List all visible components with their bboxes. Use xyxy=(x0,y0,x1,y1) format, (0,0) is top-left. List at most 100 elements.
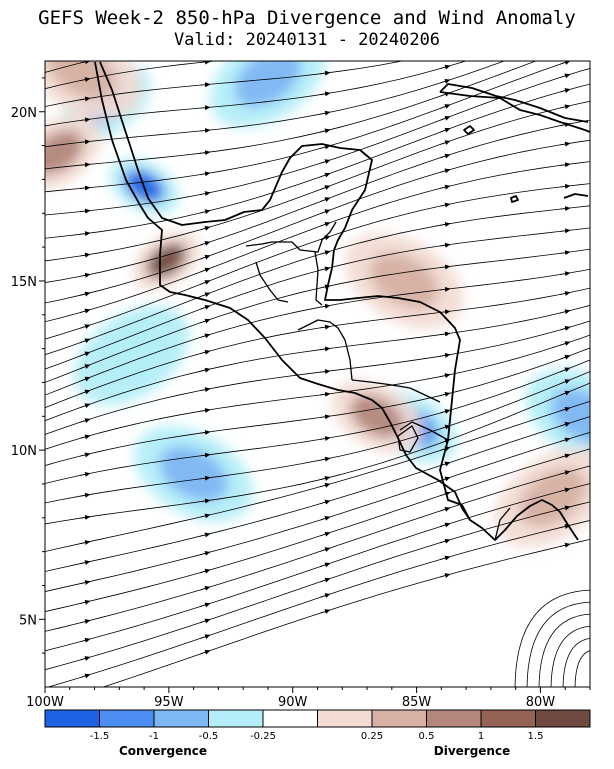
streamline xyxy=(45,304,590,422)
streamline-arrow xyxy=(559,367,571,373)
lat-tick-label: 20N xyxy=(11,106,37,121)
streamline-arrow xyxy=(79,471,91,477)
colorbar-swatch xyxy=(371,709,427,728)
colorbar-tick-label: 0.25 xyxy=(361,731,383,742)
streamline-arrow xyxy=(319,482,331,488)
streamline-arrow xyxy=(559,228,571,234)
colorbar-tick-label: 1.5 xyxy=(528,731,544,742)
streamline-arrow xyxy=(559,437,571,443)
streamline-arrow xyxy=(319,346,331,352)
streamline-arrow xyxy=(319,221,331,227)
streamline-arrow xyxy=(559,453,571,459)
streamline-arrow xyxy=(559,162,571,168)
streamline-arrow xyxy=(199,61,211,65)
lon-tick-label: 95W xyxy=(154,695,184,710)
streamline-arrow xyxy=(200,19,210,21)
streamline-arrow xyxy=(79,376,91,382)
streamline-swirl xyxy=(562,638,590,687)
streamline-arrow xyxy=(79,452,91,458)
streamline-arrow xyxy=(559,88,571,94)
streamline-arrow xyxy=(319,172,331,178)
streamline xyxy=(45,382,590,525)
streamline-arrow xyxy=(319,609,331,614)
colorbar-swatch xyxy=(317,709,373,728)
streamline-arrow xyxy=(79,77,91,83)
streamline-arrow xyxy=(199,367,211,373)
streamline-arrow xyxy=(439,202,451,208)
streamline-arrow xyxy=(199,475,211,481)
streamline-arrow xyxy=(199,634,211,640)
streamline-arrow xyxy=(319,266,331,272)
lat-tick-label: 10N xyxy=(11,444,37,459)
convergence-anomaly-core xyxy=(98,326,166,385)
colorbar-swatch xyxy=(480,709,536,728)
streamline-arrow xyxy=(559,206,571,212)
streamline-arrow xyxy=(319,499,331,505)
divergence-anomaly-core xyxy=(369,253,439,309)
streamline-arrow xyxy=(79,514,91,520)
streamline-arrow xyxy=(439,391,451,397)
streamline-swirl xyxy=(550,625,590,687)
streamline-arrow xyxy=(560,13,570,17)
streamline xyxy=(45,320,590,435)
lon-tick-label: 90W xyxy=(278,695,308,710)
divergence-anomaly-core xyxy=(519,468,587,527)
streamline-arrow xyxy=(439,476,451,482)
streamline-arrow xyxy=(79,492,91,498)
colorbar-swatch xyxy=(44,709,100,728)
streamline-arrow xyxy=(559,290,571,296)
streamline xyxy=(45,61,220,90)
streamline-arrow xyxy=(319,128,331,134)
streamline-arrow xyxy=(199,171,211,177)
streamline-arrow xyxy=(79,96,91,102)
streamline-arrow xyxy=(439,573,451,578)
streamline-arrow xyxy=(319,577,331,583)
streamline-arrow xyxy=(200,39,210,40)
streamline-arrow xyxy=(199,649,211,655)
streamline-arrow xyxy=(199,280,211,285)
streamline-arrow xyxy=(439,409,451,414)
streamline xyxy=(45,248,590,383)
streamline-arrow xyxy=(559,271,571,277)
streamline-swirl xyxy=(538,613,590,687)
streamline-arrow xyxy=(440,50,450,52)
streamline-arrow xyxy=(319,197,331,203)
streamline-arrow xyxy=(320,51,330,52)
streamline-arrow xyxy=(319,436,331,442)
streamline-arrow xyxy=(319,303,331,309)
streamline-arrow xyxy=(199,333,211,339)
streamline-swirl xyxy=(574,650,590,687)
streamline-arrow xyxy=(79,637,91,643)
streamline-arrow xyxy=(199,550,211,556)
streamline-arrow xyxy=(319,414,331,420)
streamline-arrow xyxy=(199,568,211,574)
streamline-arrow xyxy=(79,560,91,566)
streamline-arrow xyxy=(319,250,331,256)
streamline-arrow xyxy=(439,309,451,315)
colorbar-tick-label: -1 xyxy=(149,731,159,742)
divergence-anomaly-shading xyxy=(45,61,590,548)
streamline-arrow xyxy=(439,373,451,379)
streamline-arrow xyxy=(439,153,451,159)
streamline-arrow xyxy=(559,505,571,511)
streamline-arrow xyxy=(199,241,211,246)
streamline xyxy=(45,334,590,450)
streamline-arrow xyxy=(559,422,571,427)
streamline-arrow xyxy=(319,369,331,375)
colorbar-tick-label: 1 xyxy=(478,731,484,742)
streamline-arrow xyxy=(319,547,331,552)
streamline-arrow xyxy=(319,516,331,521)
map-title: GEFS Week-2 850-hPa Divergence and Wind … xyxy=(38,7,576,29)
streamline-arrow xyxy=(560,25,570,29)
streamline xyxy=(45,432,590,592)
streamline xyxy=(45,119,590,283)
streamline-arrow xyxy=(559,250,571,256)
streamline-arrow xyxy=(199,585,211,591)
streamline-arrow xyxy=(319,70,331,76)
streamline-arrow xyxy=(79,208,91,214)
streamline-arrow xyxy=(319,531,331,537)
streamline-arrow xyxy=(199,105,211,111)
streamline-arrow xyxy=(199,452,211,458)
streamline-arrow xyxy=(319,456,331,462)
